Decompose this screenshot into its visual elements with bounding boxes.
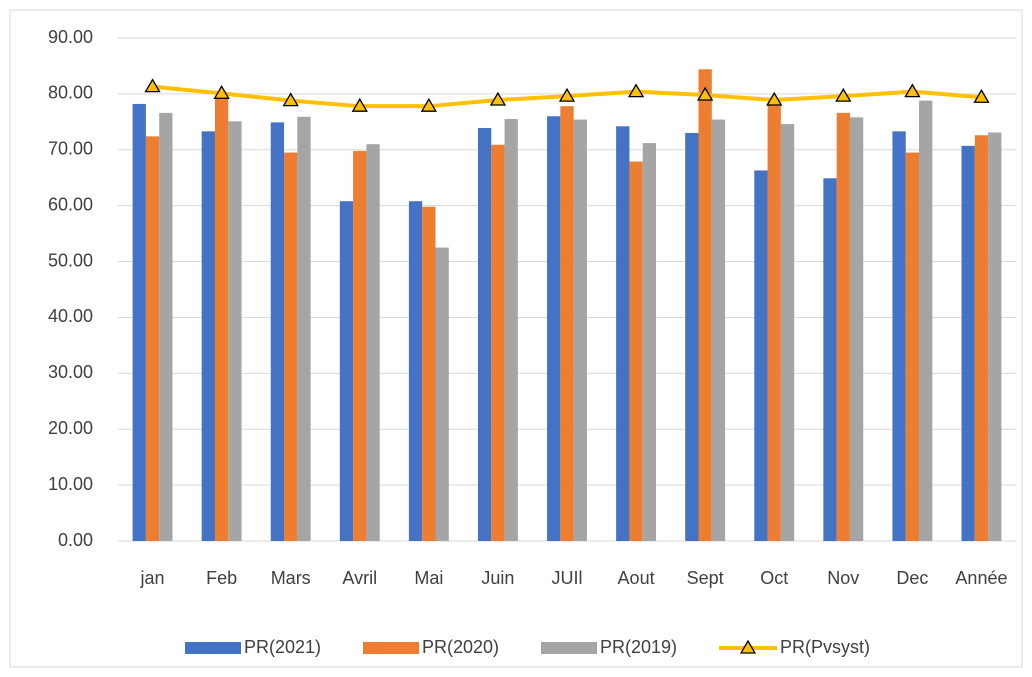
- bar: [297, 116, 311, 541]
- bar: [214, 96, 229, 541]
- y-tick-label: 60.00: [48, 194, 93, 214]
- x-tick-label: Année: [955, 568, 1007, 588]
- bar: [477, 127, 492, 541]
- marker: [835, 87, 852, 102]
- bar: [616, 126, 630, 541]
- y-tick-label: 20.00: [48, 418, 93, 438]
- bar: [504, 119, 518, 542]
- x-tick-label: Avril: [342, 568, 377, 588]
- bar: [988, 132, 1002, 542]
- legend-swatch: [185, 642, 241, 654]
- bar: [366, 144, 380, 541]
- bar: [892, 131, 906, 541]
- bar: [573, 119, 587, 541]
- y-tick-label: 40.00: [48, 306, 93, 326]
- marker: [144, 78, 161, 93]
- bar: [836, 112, 850, 541]
- bar: [711, 119, 726, 541]
- x-tick-label: Feb: [206, 568, 237, 588]
- legend-label: PR(2021): [244, 637, 321, 657]
- bar: [270, 122, 285, 542]
- bar: [201, 131, 215, 541]
- bar: [780, 124, 795, 542]
- marker: [766, 91, 783, 106]
- bar: [754, 170, 768, 541]
- bar: [849, 117, 864, 542]
- marker: [558, 87, 576, 102]
- bar: [228, 121, 242, 541]
- legend-label: PR(2019): [600, 637, 677, 657]
- bar: [145, 136, 160, 541]
- legend-swatch: [363, 642, 419, 654]
- bar: [823, 178, 837, 541]
- bar: [974, 135, 989, 541]
- bar: [767, 102, 781, 542]
- marker: [904, 83, 921, 98]
- y-tick-label: 0.00: [58, 530, 93, 550]
- bar: [284, 152, 298, 542]
- y-tick-label: 70.00: [48, 139, 93, 159]
- legend-label: PR(2020): [422, 637, 499, 657]
- x-tick-label: Mai: [414, 568, 443, 588]
- x-tick-label: Nov: [827, 568, 859, 588]
- bar: [961, 145, 975, 542]
- y-tick-label: 30.00: [48, 362, 93, 382]
- bar: [919, 100, 933, 542]
- marker: [973, 88, 990, 103]
- bar: [159, 112, 173, 541]
- bar: [339, 201, 354, 541]
- bar: [905, 152, 920, 542]
- bar: [642, 143, 657, 541]
- bar: [629, 161, 643, 541]
- x-tick-label: Sept: [687, 568, 724, 588]
- x-tick-label: Mars: [271, 568, 311, 588]
- x-tick-label: JUIl: [552, 568, 583, 588]
- x-tick-label: jan: [140, 568, 165, 588]
- bar: [353, 150, 367, 541]
- marker: [420, 97, 437, 112]
- bar: [491, 144, 505, 541]
- bar: [698, 69, 712, 541]
- marker: [627, 83, 645, 98]
- marker: [351, 97, 368, 112]
- legend-marker: [739, 639, 757, 654]
- bar: [547, 116, 561, 541]
- x-tick-label: Dec: [896, 568, 928, 588]
- bar: [685, 133, 699, 541]
- legend-swatch: [541, 642, 597, 654]
- legend-label: PR(Pvsyst): [780, 637, 870, 657]
- bar: [132, 103, 146, 542]
- marker: [489, 91, 507, 106]
- y-tick-label: 50.00: [48, 250, 93, 270]
- x-tick-label: Juin: [481, 568, 514, 588]
- y-tick-label: 10.00: [48, 474, 93, 494]
- bar: [408, 201, 423, 541]
- x-tick-label: Aout: [618, 568, 655, 588]
- marker: [213, 85, 230, 99]
- marker: [282, 92, 299, 107]
- bar: [422, 206, 436, 542]
- x-tick-label: Oct: [760, 568, 788, 588]
- bar: [435, 247, 449, 542]
- marker: [697, 86, 714, 101]
- y-tick-label: 80.00: [48, 83, 93, 103]
- y-tick-label: 90.00: [48, 27, 93, 47]
- bar: [560, 106, 574, 541]
